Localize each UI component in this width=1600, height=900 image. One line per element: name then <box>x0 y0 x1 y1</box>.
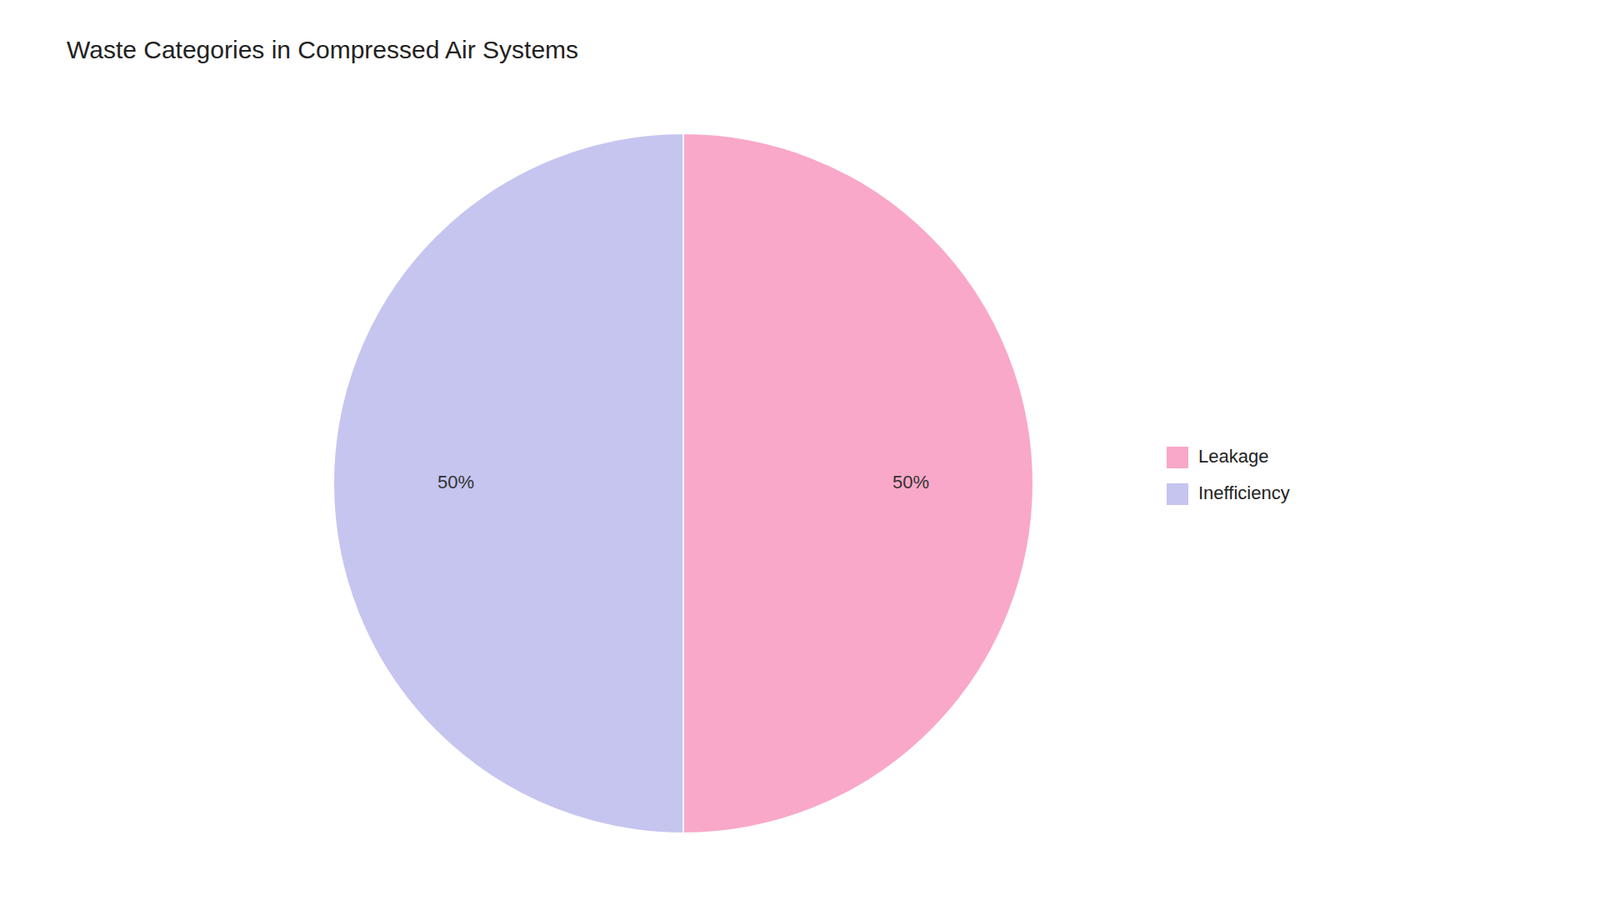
pie-slice <box>333 133 684 834</box>
pie-group <box>333 133 1034 834</box>
data-labels: 50% 50% <box>437 471 930 493</box>
legend-item: Leakage <box>1166 445 1269 469</box>
legend: Leakage Inefficiency <box>1166 445 1290 505</box>
chart-title: Waste Categories in Compressed Air Syste… <box>66 35 579 64</box>
legend-item: Inefficiency <box>1166 482 1290 505</box>
data-label: 50% <box>437 471 475 493</box>
pie-slice <box>683 133 1034 834</box>
legend-label: Inefficiency <box>1198 482 1290 504</box>
legend-swatch <box>1166 483 1189 505</box>
legend-label: Leakage <box>1198 445 1269 467</box>
chart-svg: Waste Categories in Compressed Air Syste… <box>0 0 1600 900</box>
data-label: 50% <box>892 471 930 493</box>
legend-swatch <box>1166 446 1189 469</box>
